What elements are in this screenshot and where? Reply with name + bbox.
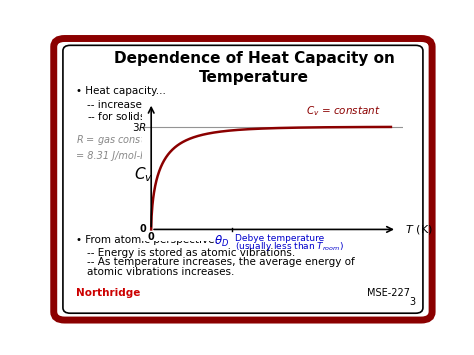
Text: $C_v$ = constant: $C_v$ = constant (306, 104, 380, 118)
Text: 0: 0 (140, 224, 146, 234)
Text: $T$ (K): $T$ (K) (401, 223, 433, 236)
Text: (usually less than $T_{room}$): (usually less than $T_{room}$) (235, 240, 344, 253)
Text: -- Energy is stored as atomic vibrations.: -- Energy is stored as atomic vibrations… (87, 248, 295, 258)
Text: Temperature: Temperature (199, 70, 309, 85)
Text: 3: 3 (410, 297, 416, 307)
Text: -- increases with temperature: -- increases with temperature (87, 100, 242, 110)
Text: 3$R$: 3$R$ (132, 121, 146, 133)
Text: • Heat capacity...: • Heat capacity... (76, 86, 165, 96)
Text: $C_v$: $C_v$ (134, 165, 153, 184)
Text: $R$ = gas constant
= 8.31 J/mol-K: $R$ = gas constant = 8.31 J/mol-K (76, 133, 162, 161)
FancyBboxPatch shape (54, 38, 432, 320)
Text: Debye temperature: Debye temperature (235, 234, 324, 242)
Text: $\theta_D$: $\theta_D$ (214, 234, 229, 248)
Text: • From atomic perspective:: • From atomic perspective: (76, 235, 218, 245)
Text: atomic vibrations increases.: atomic vibrations increases. (87, 267, 234, 277)
Text: MSE-227: MSE-227 (367, 288, 410, 298)
Text: Northridge: Northridge (76, 288, 140, 298)
Text: Dependence of Heat Capacity on: Dependence of Heat Capacity on (113, 51, 394, 66)
Text: 0: 0 (148, 232, 155, 242)
Text: -- for solids it reaches a limiting value of 3$R$: -- for solids it reaches a limiting valu… (87, 110, 314, 124)
Text: -- As temperature increases, the average energy of: -- As temperature increases, the average… (87, 257, 355, 267)
